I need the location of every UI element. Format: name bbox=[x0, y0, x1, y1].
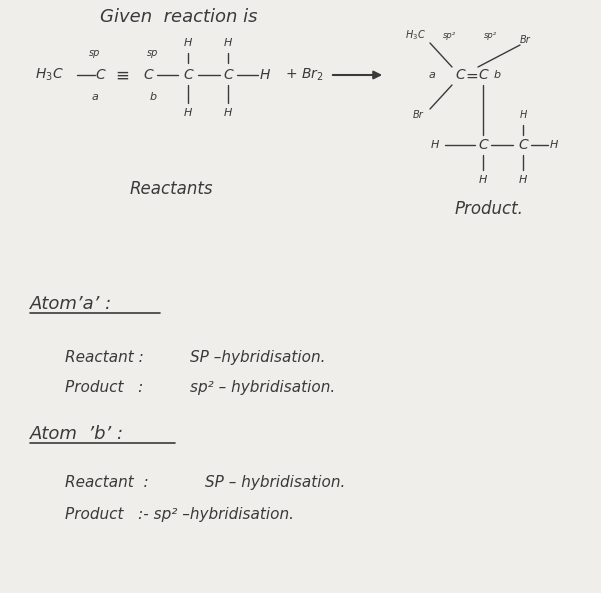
Text: Br: Br bbox=[520, 35, 530, 45]
Text: C: C bbox=[223, 68, 233, 82]
Text: + Br$_2$: + Br$_2$ bbox=[285, 67, 323, 83]
Text: C: C bbox=[478, 138, 488, 152]
Text: b: b bbox=[150, 92, 157, 102]
Text: H: H bbox=[224, 38, 232, 48]
Text: Reactant  :: Reactant : bbox=[65, 475, 148, 490]
Text: Atom  ’b’ :: Atom ’b’ : bbox=[30, 425, 124, 443]
Text: H: H bbox=[260, 68, 270, 82]
Text: C: C bbox=[455, 68, 465, 82]
Text: H: H bbox=[184, 38, 192, 48]
Text: sp² – hybridisation.: sp² – hybridisation. bbox=[190, 380, 335, 395]
Text: Product   :- sp² –hybridisation.: Product :- sp² –hybridisation. bbox=[65, 507, 294, 522]
Text: H: H bbox=[184, 108, 192, 118]
Text: sp²: sp² bbox=[442, 30, 456, 40]
Text: Br: Br bbox=[413, 110, 423, 120]
Text: sp: sp bbox=[147, 48, 159, 58]
Text: SP –hybridisation.: SP –hybridisation. bbox=[190, 350, 326, 365]
Text: H: H bbox=[519, 110, 526, 120]
Text: Reactant :: Reactant : bbox=[65, 350, 144, 365]
Text: Product.: Product. bbox=[455, 200, 524, 218]
Text: C: C bbox=[183, 68, 193, 82]
Text: SP – hybridisation.: SP – hybridisation. bbox=[205, 475, 346, 490]
Text: sp: sp bbox=[90, 48, 101, 58]
Text: H: H bbox=[550, 140, 558, 150]
Text: Reactants: Reactants bbox=[130, 180, 213, 198]
Text: ≡: ≡ bbox=[115, 67, 129, 85]
Text: Product   :: Product : bbox=[65, 380, 143, 395]
Text: C: C bbox=[143, 68, 153, 82]
Text: C: C bbox=[95, 68, 105, 82]
Text: sp²: sp² bbox=[483, 30, 496, 40]
Text: C: C bbox=[518, 138, 528, 152]
Text: a: a bbox=[428, 70, 435, 80]
Text: H$_3$C: H$_3$C bbox=[35, 67, 64, 83]
Text: H: H bbox=[224, 108, 232, 118]
Text: C: C bbox=[478, 68, 488, 82]
Text: b: b bbox=[494, 70, 501, 80]
Text: Atom’a’ :: Atom’a’ : bbox=[30, 295, 112, 313]
Text: H: H bbox=[431, 140, 439, 150]
Text: H: H bbox=[519, 175, 527, 185]
Text: Given  reaction is: Given reaction is bbox=[100, 8, 257, 26]
Text: a: a bbox=[91, 92, 99, 102]
Text: H$_3$C: H$_3$C bbox=[404, 28, 426, 42]
Text: H: H bbox=[479, 175, 487, 185]
Text: =: = bbox=[466, 69, 478, 84]
